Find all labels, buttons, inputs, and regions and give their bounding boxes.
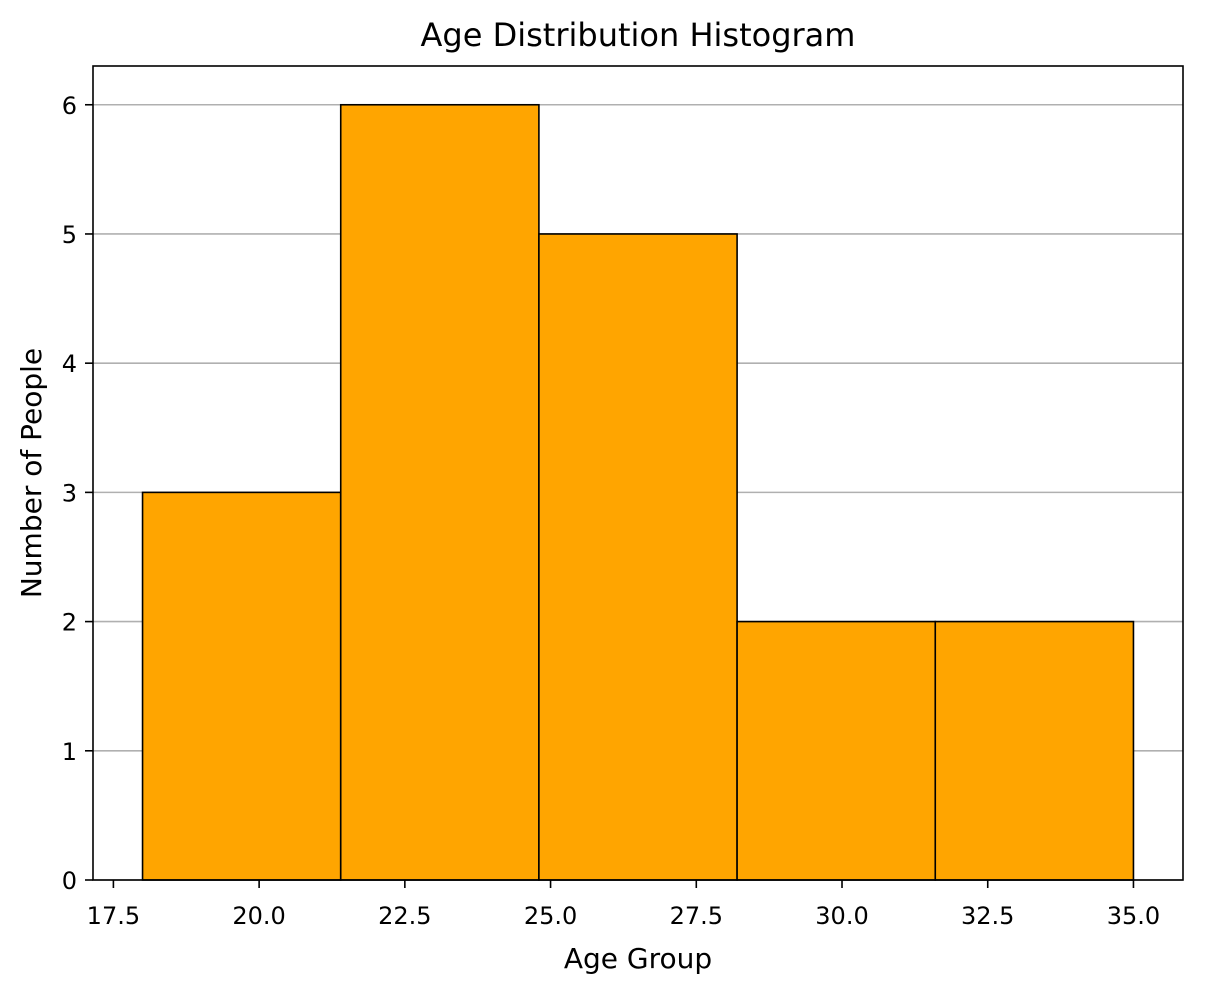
bars [141,103,1135,881]
y-tick-label: 4 [62,350,77,378]
x-tick-label: 35.0 [1107,902,1160,930]
y-tick-label: 2 [62,609,77,637]
y-tick-label: 3 [62,479,77,507]
x-tick-label: 22.5 [378,902,431,930]
chart-title: Age Distribution Histogram [421,16,856,54]
y-axis-label: Number of People [15,348,48,598]
x-axis-ticks: 17.5 20.0 22.5 25.0 27.5 30.0 32.5 35.0 [87,880,1160,930]
x-tick-label: 30.0 [815,902,868,930]
x-tick-label: 17.5 [87,902,140,930]
x-tick-label: 25.0 [524,902,577,930]
plot-frame [92,65,1184,881]
x-tick-label: 27.5 [670,902,723,930]
histogram-bar [736,620,937,881]
y-tick-label: 5 [62,221,77,249]
x-tick-label: 32.5 [961,902,1014,930]
x-tick-label: 20.0 [232,902,285,930]
y-tick-label: 0 [62,867,77,895]
histogram-bar [538,233,738,881]
x-axis-label: Age Group [564,942,712,975]
histogram-bar [339,103,540,881]
histogram-bar [934,620,1135,881]
y-tick-label: 1 [62,738,77,766]
histogram-bar [141,491,342,881]
y-axis-ticks: 0 1 2 3 4 5 6 [62,92,93,895]
y-tick-label: 6 [62,92,77,120]
